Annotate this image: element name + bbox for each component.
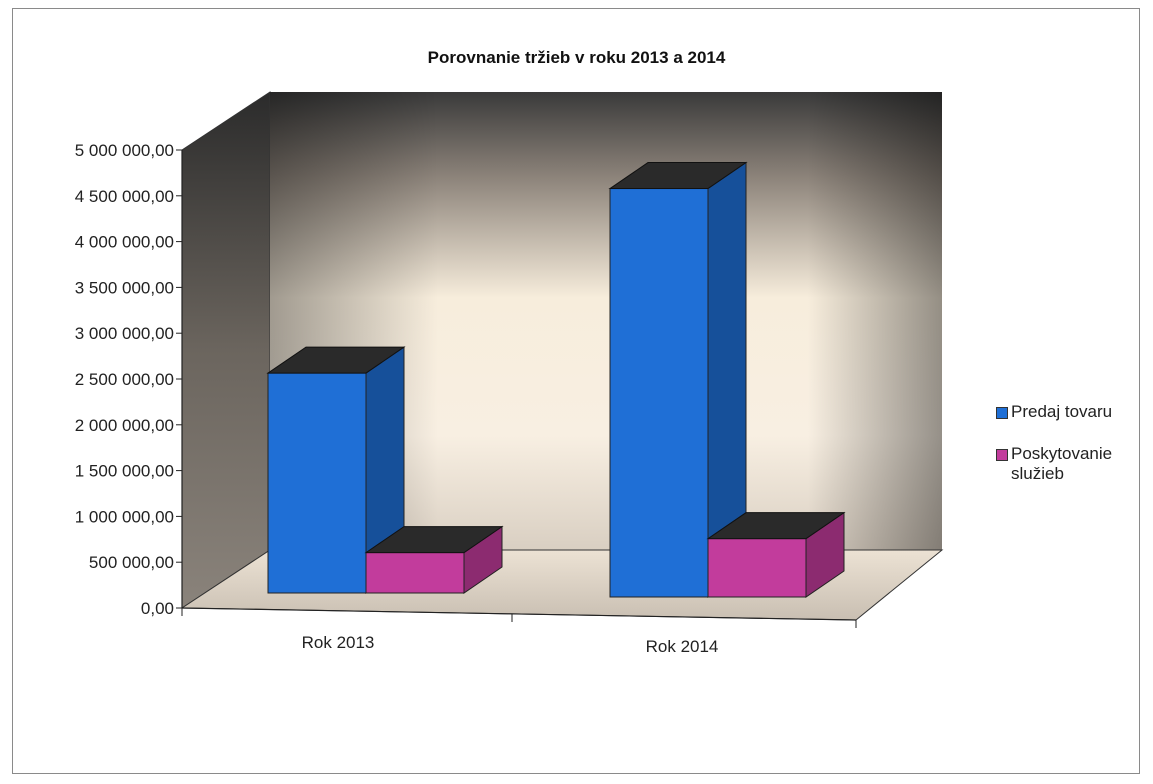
bar-0-1-top — [364, 526, 504, 554]
legend-item-predaj: Predaj tovaru — [996, 402, 1141, 422]
y-tick-label: 3 500 000,00 — [75, 278, 174, 297]
y-tick-label: 500 000,00 — [89, 553, 174, 572]
y-tick-label: 5 000 000,00 — [75, 141, 174, 160]
x-axis-line — [181, 607, 857, 621]
x-tick-label: Rok 2013 — [302, 633, 375, 652]
legend: Predaj tovaru Poskytovanie služieb — [996, 402, 1141, 506]
legend-swatch-predaj — [996, 407, 1008, 419]
bar-1-0-top — [608, 162, 748, 190]
y-tick-label: 4 500 000,00 — [75, 187, 174, 206]
bar-0-1-front — [365, 552, 465, 594]
y-tick-label: 0,00 — [141, 599, 174, 618]
y-tick-label: 2 500 000,00 — [75, 370, 174, 389]
legend-item-sluzby: Poskytovanie služieb — [996, 444, 1141, 484]
legend-swatch-sluzby — [996, 449, 1008, 461]
bar-1-1-front — [707, 538, 807, 598]
legend-label-sluzby: Poskytovanie služieb — [1011, 444, 1113, 483]
y-tick-label: 1 500 000,00 — [75, 462, 174, 481]
bar-0-0-top — [266, 346, 406, 374]
x-tick-label: Rok 2014 — [646, 637, 719, 656]
y-tick-label: 1 000 000,00 — [75, 507, 174, 526]
legend-label-predaj: Predaj tovaru — [1011, 402, 1113, 421]
y-tick-label: 3 000 000,00 — [75, 324, 174, 343]
side-wall — [181, 91, 271, 609]
bar-1-1-top — [706, 512, 846, 540]
y-tick-label: 4 000 000,00 — [75, 233, 174, 252]
bar-1-0-front — [609, 188, 709, 598]
chart-title: Porovnanie tržieb v roku 2013 a 2014 — [427, 48, 726, 67]
bar-0-0-front — [267, 372, 367, 594]
y-tick-label: 2 000 000,00 — [75, 416, 174, 435]
